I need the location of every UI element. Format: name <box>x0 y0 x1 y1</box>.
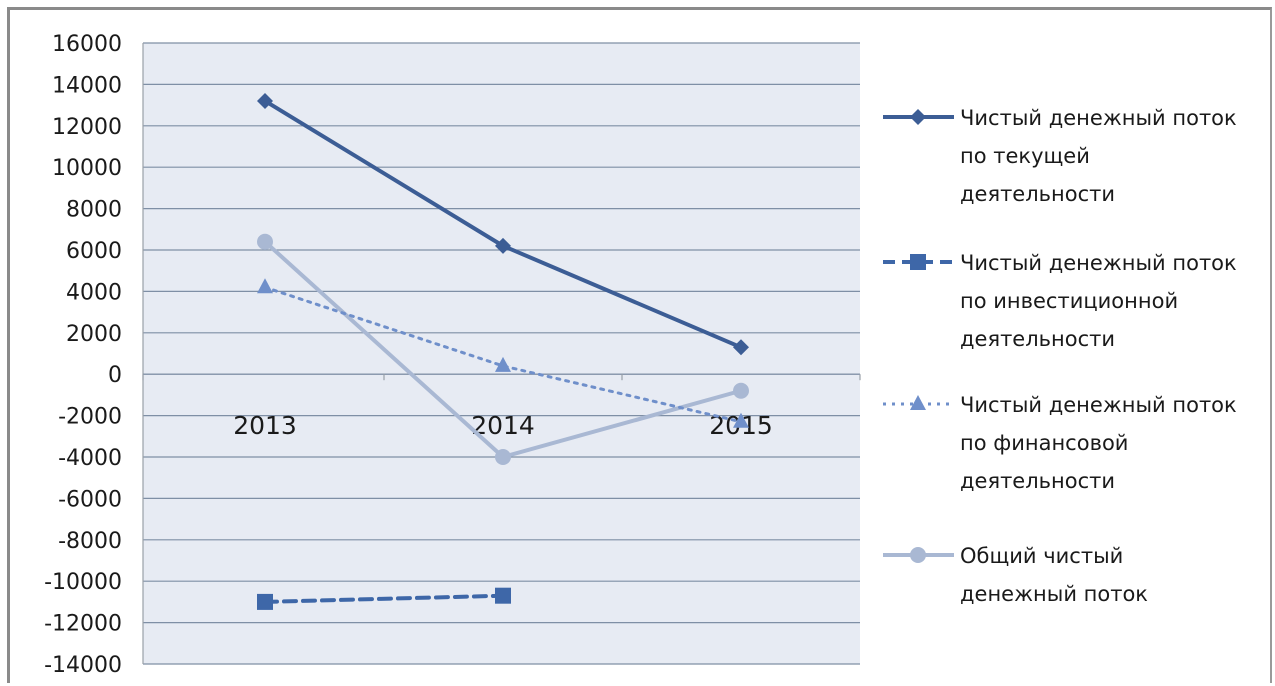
data-point-marker <box>495 356 511 372</box>
legend-label: Чистый денежный поток <box>960 106 1237 130</box>
series-3 <box>257 278 749 428</box>
y-tick-label: 12000 <box>52 115 122 140</box>
legend-key-marker <box>910 254 926 270</box>
y-tick-label: -4000 <box>58 446 122 471</box>
legend-label: Чистый денежный поток <box>960 393 1237 417</box>
legend-label: по инвестиционной <box>960 289 1178 313</box>
series <box>257 92 749 610</box>
data-point-marker <box>257 233 273 250</box>
legend-item-1: Чистый денежный поток по текущей деятельно… <box>883 106 1237 206</box>
data-point-marker <box>495 237 511 254</box>
legend-item-2: Чистый денежный поток по инвестиционной де… <box>883 251 1237 351</box>
legend-label: денежный поток <box>960 582 1148 606</box>
series-2 <box>257 587 511 610</box>
y-tick-label: 8000 <box>66 198 122 223</box>
y-tick-label: 6000 <box>66 239 122 264</box>
series-1 <box>257 92 749 356</box>
y-tick-label: 0 <box>108 363 122 388</box>
line-chart: 16000 14000 12000 10000 8000 6000 4000 2000 0 -20… <box>44 32 1237 678</box>
legend-item-3: Чистый денежный поток по финансовой деятел… <box>883 393 1237 493</box>
legend-label: Общий чистый <box>960 544 1123 568</box>
chart-frame: 16000 14000 12000 10000 8000 6000 4000 2000 0 -20… <box>7 7 1272 683</box>
y-tick-label: -10000 <box>44 570 122 595</box>
y-tick-label: 4000 <box>66 280 122 305</box>
legend-label: Чистый денежный поток <box>960 251 1237 275</box>
y-tick-label: -8000 <box>58 529 122 554</box>
legend-key-marker <box>910 395 926 410</box>
legend-key-marker <box>910 547 926 563</box>
series-line <box>263 593 505 604</box>
data-point-marker <box>733 412 749 428</box>
legend: Чистый денежный поток по текущей деятельно… <box>883 106 1237 606</box>
data-point-marker <box>495 587 511 604</box>
legend-key-marker <box>910 109 926 125</box>
legend-label: по финансовой <box>960 431 1128 455</box>
x-category-label: 2013 <box>233 411 297 440</box>
plot-area <box>143 43 860 664</box>
y-tick-label: 14000 <box>52 73 122 98</box>
legend-label: деятельности <box>960 469 1115 493</box>
axes: 16000 14000 12000 10000 8000 6000 4000 2000 0 -20… <box>44 32 861 678</box>
y-tick-label: 16000 <box>52 32 122 57</box>
data-point-marker <box>495 449 511 465</box>
y-tick-label: 2000 <box>66 322 122 347</box>
legend-label: деятельности <box>960 182 1115 206</box>
data-point-marker <box>733 382 749 399</box>
data-point-marker <box>257 278 273 294</box>
y-tick-label: -2000 <box>58 405 122 430</box>
y-tick-label: -6000 <box>58 487 122 512</box>
y-tick-label: 10000 <box>52 156 122 181</box>
y-tick-label: -14000 <box>44 653 122 678</box>
legend-label: по текущей <box>960 144 1090 168</box>
legend-item-4: Общий чистый денежный поток <box>883 544 1148 606</box>
legend-label: деятельности <box>960 327 1115 351</box>
data-point-marker <box>257 593 273 610</box>
y-tick-label: -12000 <box>44 612 122 637</box>
data-point-marker <box>733 339 749 356</box>
data-point-marker <box>257 92 273 109</box>
